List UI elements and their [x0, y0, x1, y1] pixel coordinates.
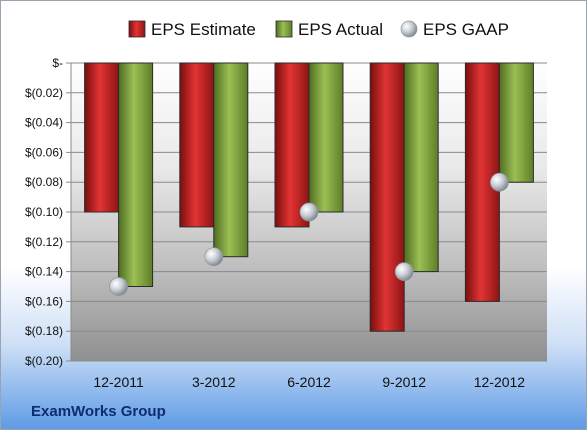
eps-estimate-bar: [179, 62, 215, 228]
x-category-label: 9-2012: [382, 374, 426, 390]
eps-actual-bar: [403, 62, 439, 273]
legend-swatch-eps-estimate: [128, 20, 146, 38]
eps-actual-bar: [118, 62, 154, 287]
company-name: ExamWorks Group: [31, 403, 166, 420]
eps-gaap-marker: [109, 277, 128, 296]
y-tick-label: $(0.02): [25, 86, 63, 100]
y-tick-label: $(0.10): [25, 205, 63, 219]
y-tick-label: $(0.20): [25, 354, 63, 368]
y-tick-label: $(0.04): [25, 116, 63, 130]
y-tick-label: $(0.12): [25, 235, 63, 249]
legend: EPS Estimate EPS Actual EPS GAAP: [128, 20, 509, 39]
y-tick-label: $(0.18): [25, 324, 63, 338]
legend-swatch-eps-actual: [275, 20, 293, 38]
x-category-label: 3-2012: [192, 374, 236, 390]
eps-estimate-bar: [369, 62, 405, 332]
eps-estimate-bar: [84, 62, 120, 213]
eps-actual-bar: [213, 62, 249, 258]
eps-gaap-marker: [299, 202, 319, 222]
x-category-label: 6-2012: [287, 374, 331, 390]
x-category-label: 12-2012: [474, 374, 526, 390]
legend-label: EPS Estimate: [151, 20, 256, 39]
y-tick-label: $-: [52, 56, 63, 70]
legend-label: EPS GAAP: [423, 20, 509, 39]
eps-actual-bar: [308, 62, 344, 213]
y-tick-label: $(0.14): [25, 265, 63, 279]
eps-gaap-marker: [204, 247, 224, 267]
y-tick-label: $(0.08): [25, 175, 63, 189]
y-tick-label: $(0.06): [25, 145, 63, 159]
eps-estimate-bar: [274, 62, 310, 228]
legend-label: EPS Actual: [298, 20, 383, 39]
y-tick-label: $(0.16): [25, 294, 63, 308]
y-axis: $- $(0.02) $(0.04) $(0.06) $(0.08) $(0.10) $(0…: [25, 56, 72, 368]
bars: [84, 62, 534, 332]
legend-swatch-eps-gaap: [400, 20, 418, 38]
eps-gaap-marker: [394, 262, 414, 281]
x-category-label: 12-2011: [93, 374, 144, 390]
gaap-markers: [109, 172, 509, 296]
eps-gaap-marker: [490, 172, 509, 192]
eps-actual-bar: [498, 62, 534, 183]
x-axis: 12-2011 3-2012 6-2012 9-2012 12-2012: [93, 374, 525, 390]
